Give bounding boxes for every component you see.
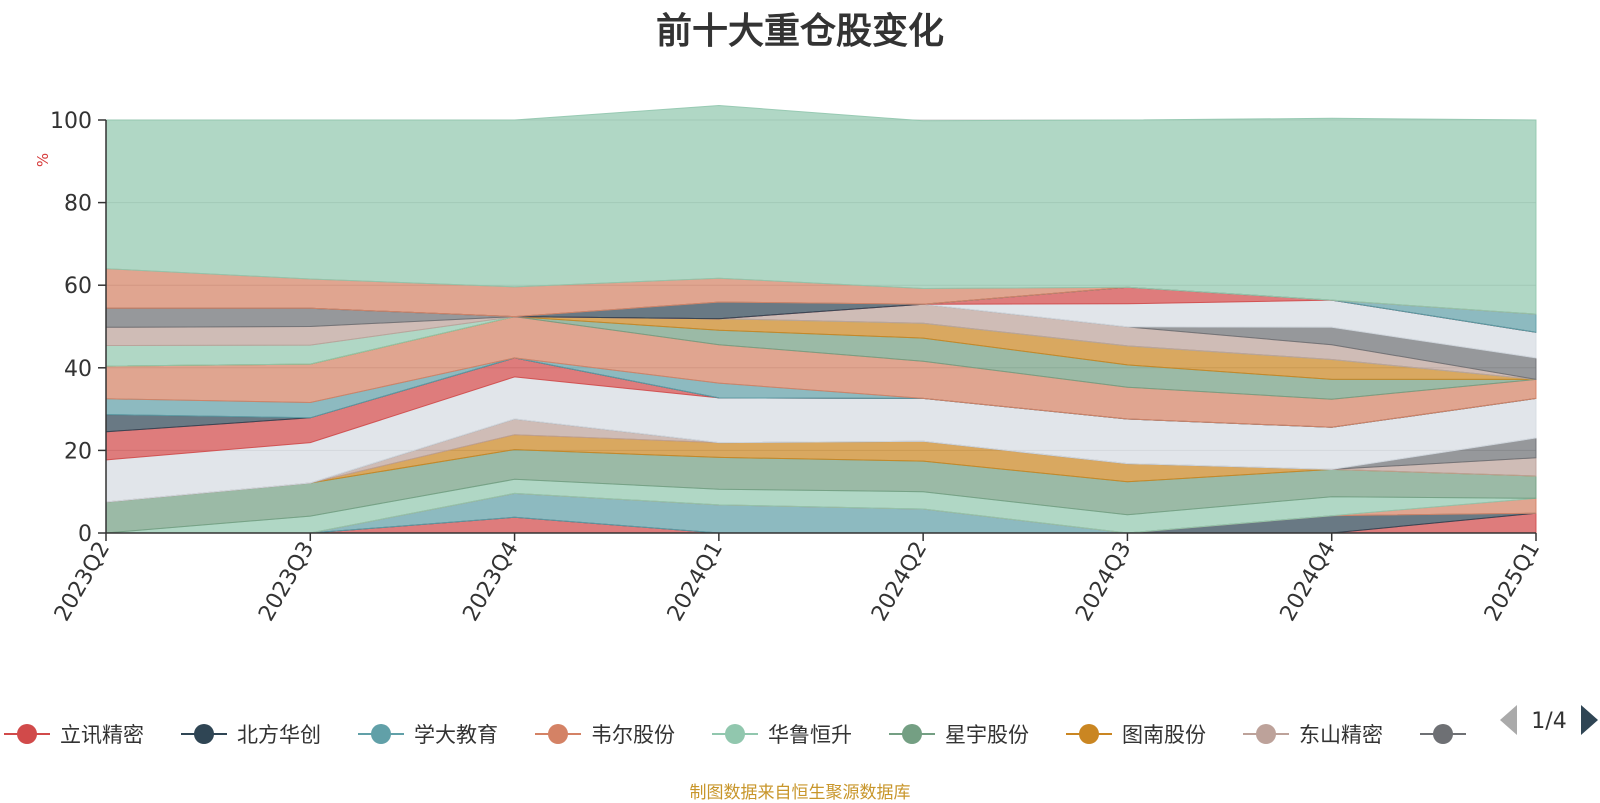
legend: 立讯精密 北方华创 学大教育 韦尔股份 华鲁恒升 星宇股份 图南股份 东山精密 [4, 723, 1466, 747]
y-tick-label: 20 [64, 439, 92, 464]
x-tick-label: 2023Q4 [458, 538, 523, 626]
legend-item[interactable]: 韦尔股份 [535, 723, 675, 747]
y-tick-label: 60 [64, 274, 92, 299]
x-tick-label: 2024Q2 [867, 538, 932, 626]
x-tick-label: 2024Q3 [1071, 538, 1136, 626]
legend-dot-swatch [1256, 724, 1276, 744]
legend-item[interactable]: 星宇股份 [889, 723, 1029, 747]
legend-label: 华鲁恒升 [768, 723, 852, 747]
legend-dot-swatch [725, 724, 745, 744]
legend-label: 东山精密 [1299, 723, 1383, 747]
legend-dot-swatch [902, 724, 922, 744]
y-tick-label: 0 [78, 522, 92, 547]
legend-dot-swatch [371, 724, 391, 744]
legend-label: 星宇股份 [945, 723, 1029, 747]
legend-item[interactable]: 北方华创 [181, 723, 321, 747]
legend-item[interactable]: 东山精密 [1243, 723, 1383, 747]
legend-pager: 1/4 [1500, 705, 1598, 735]
legend-label: 学大教育 [414, 723, 498, 747]
x-tick-label: 2025Q1 [1480, 538, 1545, 626]
legend-item[interactable]: 图南股份 [1066, 723, 1206, 747]
legend-page-indicator: 1/4 [1531, 709, 1566, 734]
legend-dot-swatch [548, 724, 568, 744]
legend-label: 北方华创 [237, 723, 321, 747]
area-series-25[interactable] [105, 104, 1537, 315]
legend-label: 图南股份 [1122, 723, 1206, 747]
legend-item[interactable]: 立讯精密 [4, 723, 144, 747]
legend-label: 立讯精密 [60, 723, 144, 747]
legend-item[interactable]: 华鲁恒升 [712, 723, 852, 747]
y-axis-unit-label: % [34, 153, 52, 167]
legend-item-truncated[interactable] [1420, 724, 1466, 744]
y-tick-label: 80 [64, 192, 92, 217]
legend-item[interactable]: 学大教育 [358, 723, 498, 747]
x-tick-label: 2024Q1 [663, 538, 728, 626]
chart-title: 前十大重仓股变化 [655, 11, 944, 52]
legend-dot-swatch [1433, 724, 1453, 744]
legend-prev-icon[interactable] [1500, 705, 1517, 735]
x-tick-label: 2023Q3 [254, 538, 319, 626]
legend-dot-swatch [194, 724, 214, 744]
legend-next-icon[interactable] [1581, 705, 1598, 735]
y-tick-label: 40 [64, 357, 92, 382]
legend-dot-swatch [1079, 724, 1099, 744]
area-series-group [105, 104, 1537, 534]
x-tick-label: 2024Q4 [1276, 538, 1341, 626]
legend-label: 韦尔股份 [591, 723, 675, 747]
y-tick-label: 100 [50, 109, 92, 134]
source-note: 制图数据来自恒生聚源数据库 [689, 783, 911, 803]
legend-dot-swatch [17, 724, 37, 744]
x-tick-label: 2023Q2 [50, 538, 115, 626]
